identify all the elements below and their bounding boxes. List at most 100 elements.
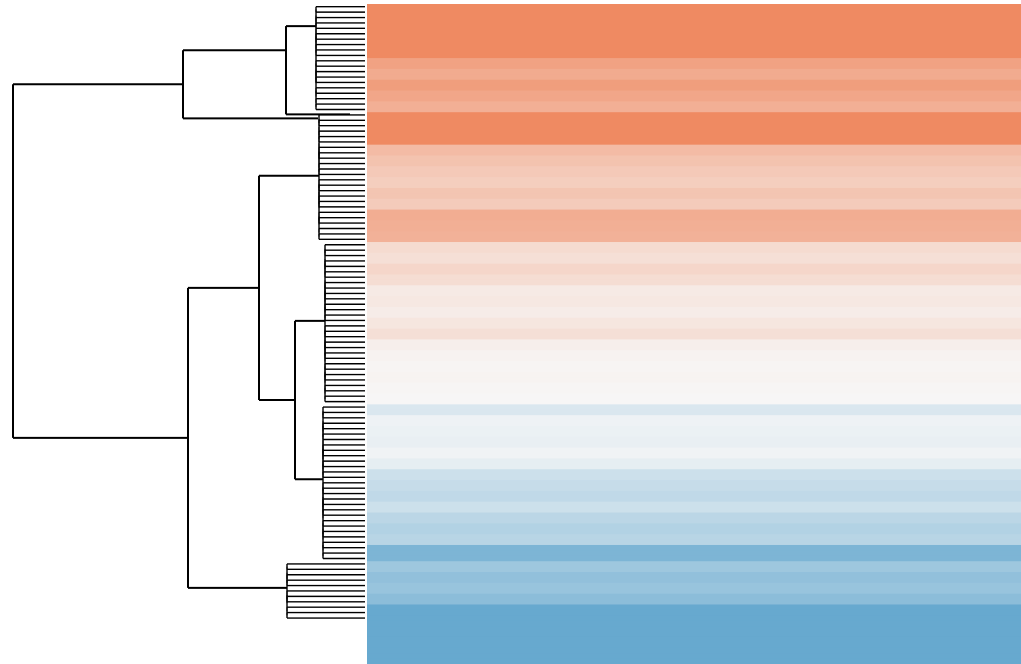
heatmap-cell <box>367 631 1021 638</box>
heatmap-cell <box>367 139 1021 146</box>
heatmap-cell <box>367 328 1021 335</box>
heatmap-cell <box>367 361 1021 368</box>
heatmap-cell <box>367 214 1021 221</box>
heatmap-cell <box>367 507 1021 514</box>
heatmap-cell <box>367 544 1021 551</box>
heatmap-cell <box>367 609 1021 616</box>
heatmap-cell <box>367 480 1021 487</box>
heatmap-cell <box>367 274 1021 281</box>
heatmap-cell <box>367 572 1021 579</box>
heatmap-cell <box>367 653 1021 660</box>
heatmap-cell <box>367 501 1021 508</box>
heatmap-cell <box>367 577 1021 584</box>
heatmap-cell <box>367 236 1021 243</box>
heatmap-cell <box>367 263 1021 270</box>
heatmap-cell <box>367 561 1021 568</box>
heatmap-cell <box>367 52 1021 59</box>
heatmap-cell <box>367 339 1021 346</box>
heatmap-cell <box>367 453 1021 460</box>
heatmap-cell <box>367 334 1021 341</box>
heatmap-cell <box>367 58 1021 65</box>
heatmap-cell <box>367 323 1021 330</box>
heatmap-cell <box>367 63 1021 70</box>
heatmap-cell <box>367 626 1021 633</box>
heatmap-cell <box>367 436 1021 443</box>
heatmap-cell <box>367 658 1021 664</box>
heatmap-cell <box>367 615 1021 622</box>
heatmap-cell <box>367 582 1021 589</box>
heatmap-cell <box>367 220 1021 227</box>
heatmap-cell <box>367 204 1021 211</box>
heatmap-cell <box>367 382 1021 389</box>
heatmap-cell <box>367 388 1021 395</box>
heatmap-cell <box>367 377 1021 384</box>
heatmap-cell <box>367 90 1021 97</box>
heatmap-cell <box>367 112 1021 119</box>
heatmap-cell <box>367 198 1021 205</box>
heatmap-cell <box>367 442 1021 449</box>
heatmap-cell <box>367 4 1021 11</box>
heatmap-cell <box>367 68 1021 75</box>
heatmap-cell <box>367 593 1021 600</box>
heatmap-cell <box>367 398 1021 405</box>
heatmap-cell <box>367 123 1021 130</box>
heatmap-cell <box>367 534 1021 541</box>
heatmap-cell <box>367 588 1021 595</box>
heatmap-cell <box>367 425 1021 432</box>
heatmap-cell <box>367 36 1021 43</box>
heatmap-cell <box>367 301 1021 308</box>
heatmap-cell <box>367 279 1021 286</box>
heatmap-cell <box>367 620 1021 627</box>
heatmap-cell <box>367 371 1021 378</box>
heatmap-cell <box>367 555 1021 562</box>
heatmap-cell <box>367 350 1021 357</box>
heatmap-cell <box>367 95 1021 102</box>
heatmap-cell <box>367 523 1021 530</box>
heatmap-cell <box>367 344 1021 351</box>
heatmap-cell <box>367 458 1021 465</box>
row-dendrogram <box>12 6 365 619</box>
heatmap-cell <box>367 252 1021 259</box>
heatmap-cell <box>367 474 1021 481</box>
heatmap-cell <box>367 47 1021 54</box>
heatmap-cell <box>367 636 1021 643</box>
heatmap-cell <box>367 258 1021 265</box>
heatmap-cell <box>367 517 1021 524</box>
heatmap-cell <box>367 539 1021 546</box>
heatmap-cell <box>367 193 1021 200</box>
heatmap-cell <box>367 171 1021 178</box>
heatmap-cell <box>367 447 1021 454</box>
heatmap-cell <box>367 528 1021 535</box>
heatmap-cell <box>367 404 1021 411</box>
heatmap-cell <box>367 187 1021 194</box>
heatmap-cell <box>367 642 1021 649</box>
heatmap-cell <box>367 25 1021 32</box>
heatmap-cell <box>367 355 1021 362</box>
heatmap-cell <box>367 144 1021 151</box>
heatmap-cell <box>367 599 1021 606</box>
heatmap-cell <box>367 312 1021 319</box>
heatmap-cell <box>367 20 1021 27</box>
heatmap-cell <box>367 290 1021 297</box>
heatmap-cell <box>367 566 1021 573</box>
heatmap-cell <box>367 269 1021 276</box>
heatmap-cell <box>367 285 1021 292</box>
heatmap-cell <box>367 393 1021 400</box>
heatmap-cell <box>367 415 1021 422</box>
heatmap-cell <box>367 409 1021 416</box>
heatmap-cell <box>367 647 1021 654</box>
heatmap-cell <box>367 366 1021 373</box>
heatmap-cell <box>367 431 1021 438</box>
heatmap-cell <box>367 155 1021 162</box>
heatmap-cell <box>367 160 1021 167</box>
heatmap-cell <box>367 469 1021 476</box>
heatmap-cell <box>367 463 1021 470</box>
heatmap-cell <box>367 242 1021 249</box>
heatmap-cell <box>367 512 1021 519</box>
heatmap-cell <box>367 182 1021 189</box>
heatmap-cell <box>367 41 1021 48</box>
heatmap-cell <box>367 317 1021 324</box>
heatmap-panel <box>367 4 1021 664</box>
